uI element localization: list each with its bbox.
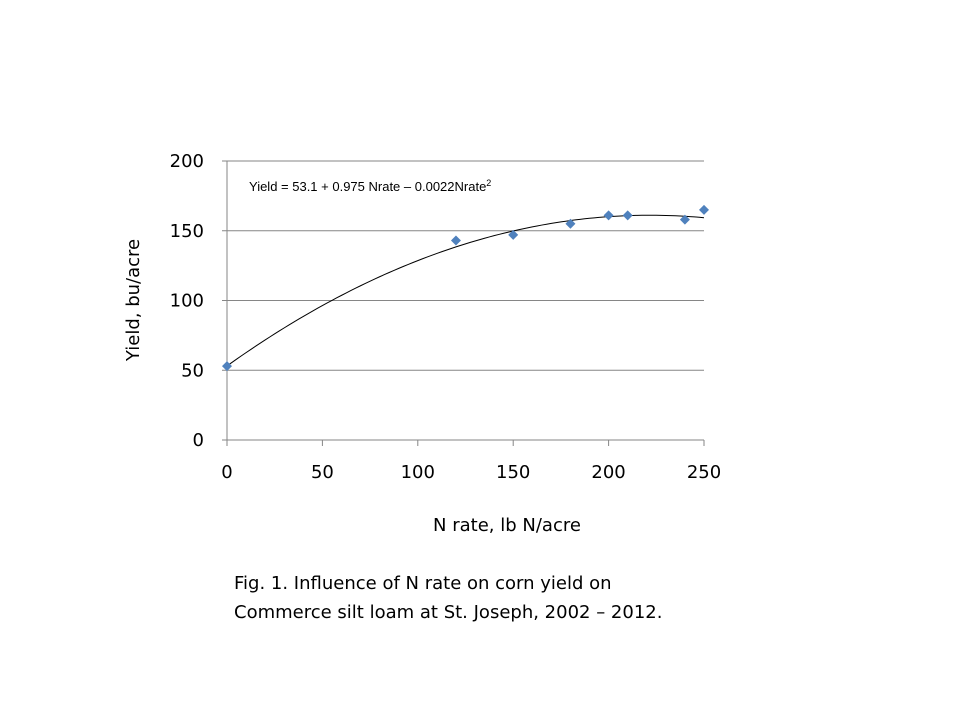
x-axis-title: N rate, lb N/acre — [433, 515, 581, 536]
gridlines — [227, 160, 704, 371]
y-tick-label-0: 0 — [193, 430, 204, 451]
y-axis-title: Yield, bu/acre — [123, 239, 144, 362]
x-tick-label-100: 100 — [401, 462, 435, 483]
data-point-6 — [679, 214, 690, 225]
y-tick-label-50: 50 — [181, 360, 204, 381]
x-tick-label-150: 150 — [496, 462, 530, 483]
figure-caption: Fig. 1. Influence of N rate on corn yiel… — [234, 569, 754, 627]
y-tick-label-200: 200 — [170, 151, 204, 172]
caption-line-1: Fig. 1. Influence of N rate on corn yiel… — [234, 573, 612, 594]
trendline-equation: Yield = 53.1 + 0.975 Nrate – 0.0022Nrate… — [249, 178, 491, 194]
y-tick-label-150: 150 — [170, 221, 204, 242]
data-point-7 — [699, 204, 709, 215]
axes — [222, 160, 705, 446]
data-point-3 — [565, 218, 576, 229]
trendline — [226, 214, 705, 367]
x-tick-label-50: 50 — [311, 462, 334, 483]
caption-line-2: Commerce silt loam at St. Joseph, 2002 –… — [234, 602, 663, 623]
y-tick-label-100: 100 — [170, 291, 204, 312]
x-tick-labels: 0 50 100 150 200 250 — [221, 462, 721, 483]
data-points — [222, 204, 709, 372]
x-tick-label-250: 250 — [687, 462, 721, 483]
x-tick-label-0: 0 — [221, 462, 232, 483]
data-point-2 — [508, 229, 519, 240]
y-tick-labels: 0 50 100 150 200 — [170, 151, 204, 451]
x-tick-label-200: 200 — [591, 462, 625, 483]
data-point-0 — [222, 361, 232, 372]
data-point-1 — [450, 235, 461, 246]
data-point-5 — [622, 210, 633, 221]
data-point-4 — [603, 210, 614, 221]
